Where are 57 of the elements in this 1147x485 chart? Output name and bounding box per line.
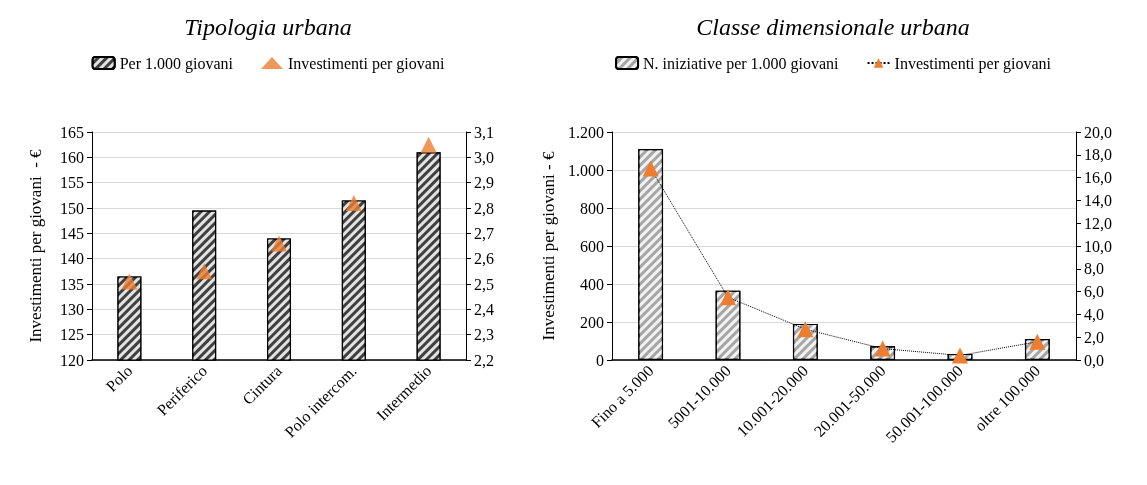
y-tick-label: 0 bbox=[596, 351, 604, 369]
y2-tick-label: 2,3 bbox=[474, 326, 494, 344]
legend-label: Investimenti per giovani bbox=[894, 54, 1052, 73]
y-axis-title: Investimenti per giovani - € bbox=[539, 151, 559, 341]
x-tick-label: Polo bbox=[102, 361, 136, 395]
point bbox=[874, 340, 891, 357]
y-tick-label: 800 bbox=[580, 199, 604, 217]
legend-label: N. iniziative per 1.000 giovani bbox=[643, 54, 840, 73]
y2-tick-label: 2,7 bbox=[474, 224, 494, 242]
point bbox=[196, 263, 213, 280]
y2-tick-label: 16,0 bbox=[1084, 169, 1112, 187]
point bbox=[420, 136, 437, 153]
point bbox=[121, 273, 138, 290]
y-tick-label: 165 bbox=[60, 123, 84, 141]
point bbox=[952, 347, 968, 364]
point bbox=[345, 194, 362, 211]
y2-tick-label: 2,0 bbox=[1084, 328, 1104, 346]
y2-tick-label: 3,1 bbox=[474, 123, 494, 141]
y-tick-label: 130 bbox=[60, 300, 84, 318]
y2-tick-label: 2,4 bbox=[474, 300, 494, 318]
y-tick-label: 160 bbox=[60, 148, 84, 166]
y-tick-label: 150 bbox=[60, 199, 84, 217]
point bbox=[271, 235, 287, 252]
y2-tick-label: 2,8 bbox=[474, 199, 494, 217]
y2-tick-label: 18,0 bbox=[1084, 146, 1112, 164]
y-tick-label: 120 bbox=[60, 351, 84, 369]
y2-tick-label: 10,0 bbox=[1084, 237, 1112, 255]
chart-title: Tipologia urbana bbox=[184, 14, 352, 40]
point bbox=[720, 289, 736, 306]
y-tick-label: 125 bbox=[60, 326, 84, 344]
y2-tick-label: 0,0 bbox=[1084, 351, 1104, 369]
legend-label: Investimenti per giovani bbox=[287, 54, 445, 73]
y2-tick-label: 4,0 bbox=[1084, 305, 1104, 323]
y2-tick-label: 12,0 bbox=[1084, 214, 1112, 232]
y2-tick-label: 2,5 bbox=[474, 275, 494, 293]
legend-label: Per 1.000 giovani bbox=[119, 54, 234, 73]
y-tick-label: 1.200 bbox=[568, 123, 604, 141]
y-tick-label: 1.000 bbox=[568, 161, 604, 179]
y2-tick-label: 8,0 bbox=[1084, 260, 1104, 278]
y-tick-label: 400 bbox=[580, 275, 604, 293]
point bbox=[642, 160, 659, 177]
y2-tick-label: 20,0 bbox=[1084, 123, 1112, 141]
y2-tick-label: 3,0 bbox=[474, 148, 494, 166]
point bbox=[797, 321, 814, 338]
y-tick-label: 140 bbox=[60, 250, 84, 268]
y-tick-label: 135 bbox=[60, 275, 84, 293]
y2-tick-label: 14,0 bbox=[1084, 191, 1112, 209]
y-tick-label: 600 bbox=[580, 237, 604, 255]
y-tick-label: 145 bbox=[60, 224, 84, 242]
y-tick-label: 200 bbox=[580, 313, 604, 331]
y2-tick-label: 2,6 bbox=[474, 250, 494, 268]
y-axis-title: Investimenti per giovani - € bbox=[26, 148, 45, 343]
y2-tick-label: 2,9 bbox=[474, 174, 494, 192]
y-tick-label: 155 bbox=[60, 174, 84, 192]
y2-tick-label: 2,2 bbox=[474, 351, 494, 369]
y2-tick-label: 6,0 bbox=[1084, 283, 1104, 301]
chart-title: Classe dimensionale urbana bbox=[696, 14, 970, 40]
